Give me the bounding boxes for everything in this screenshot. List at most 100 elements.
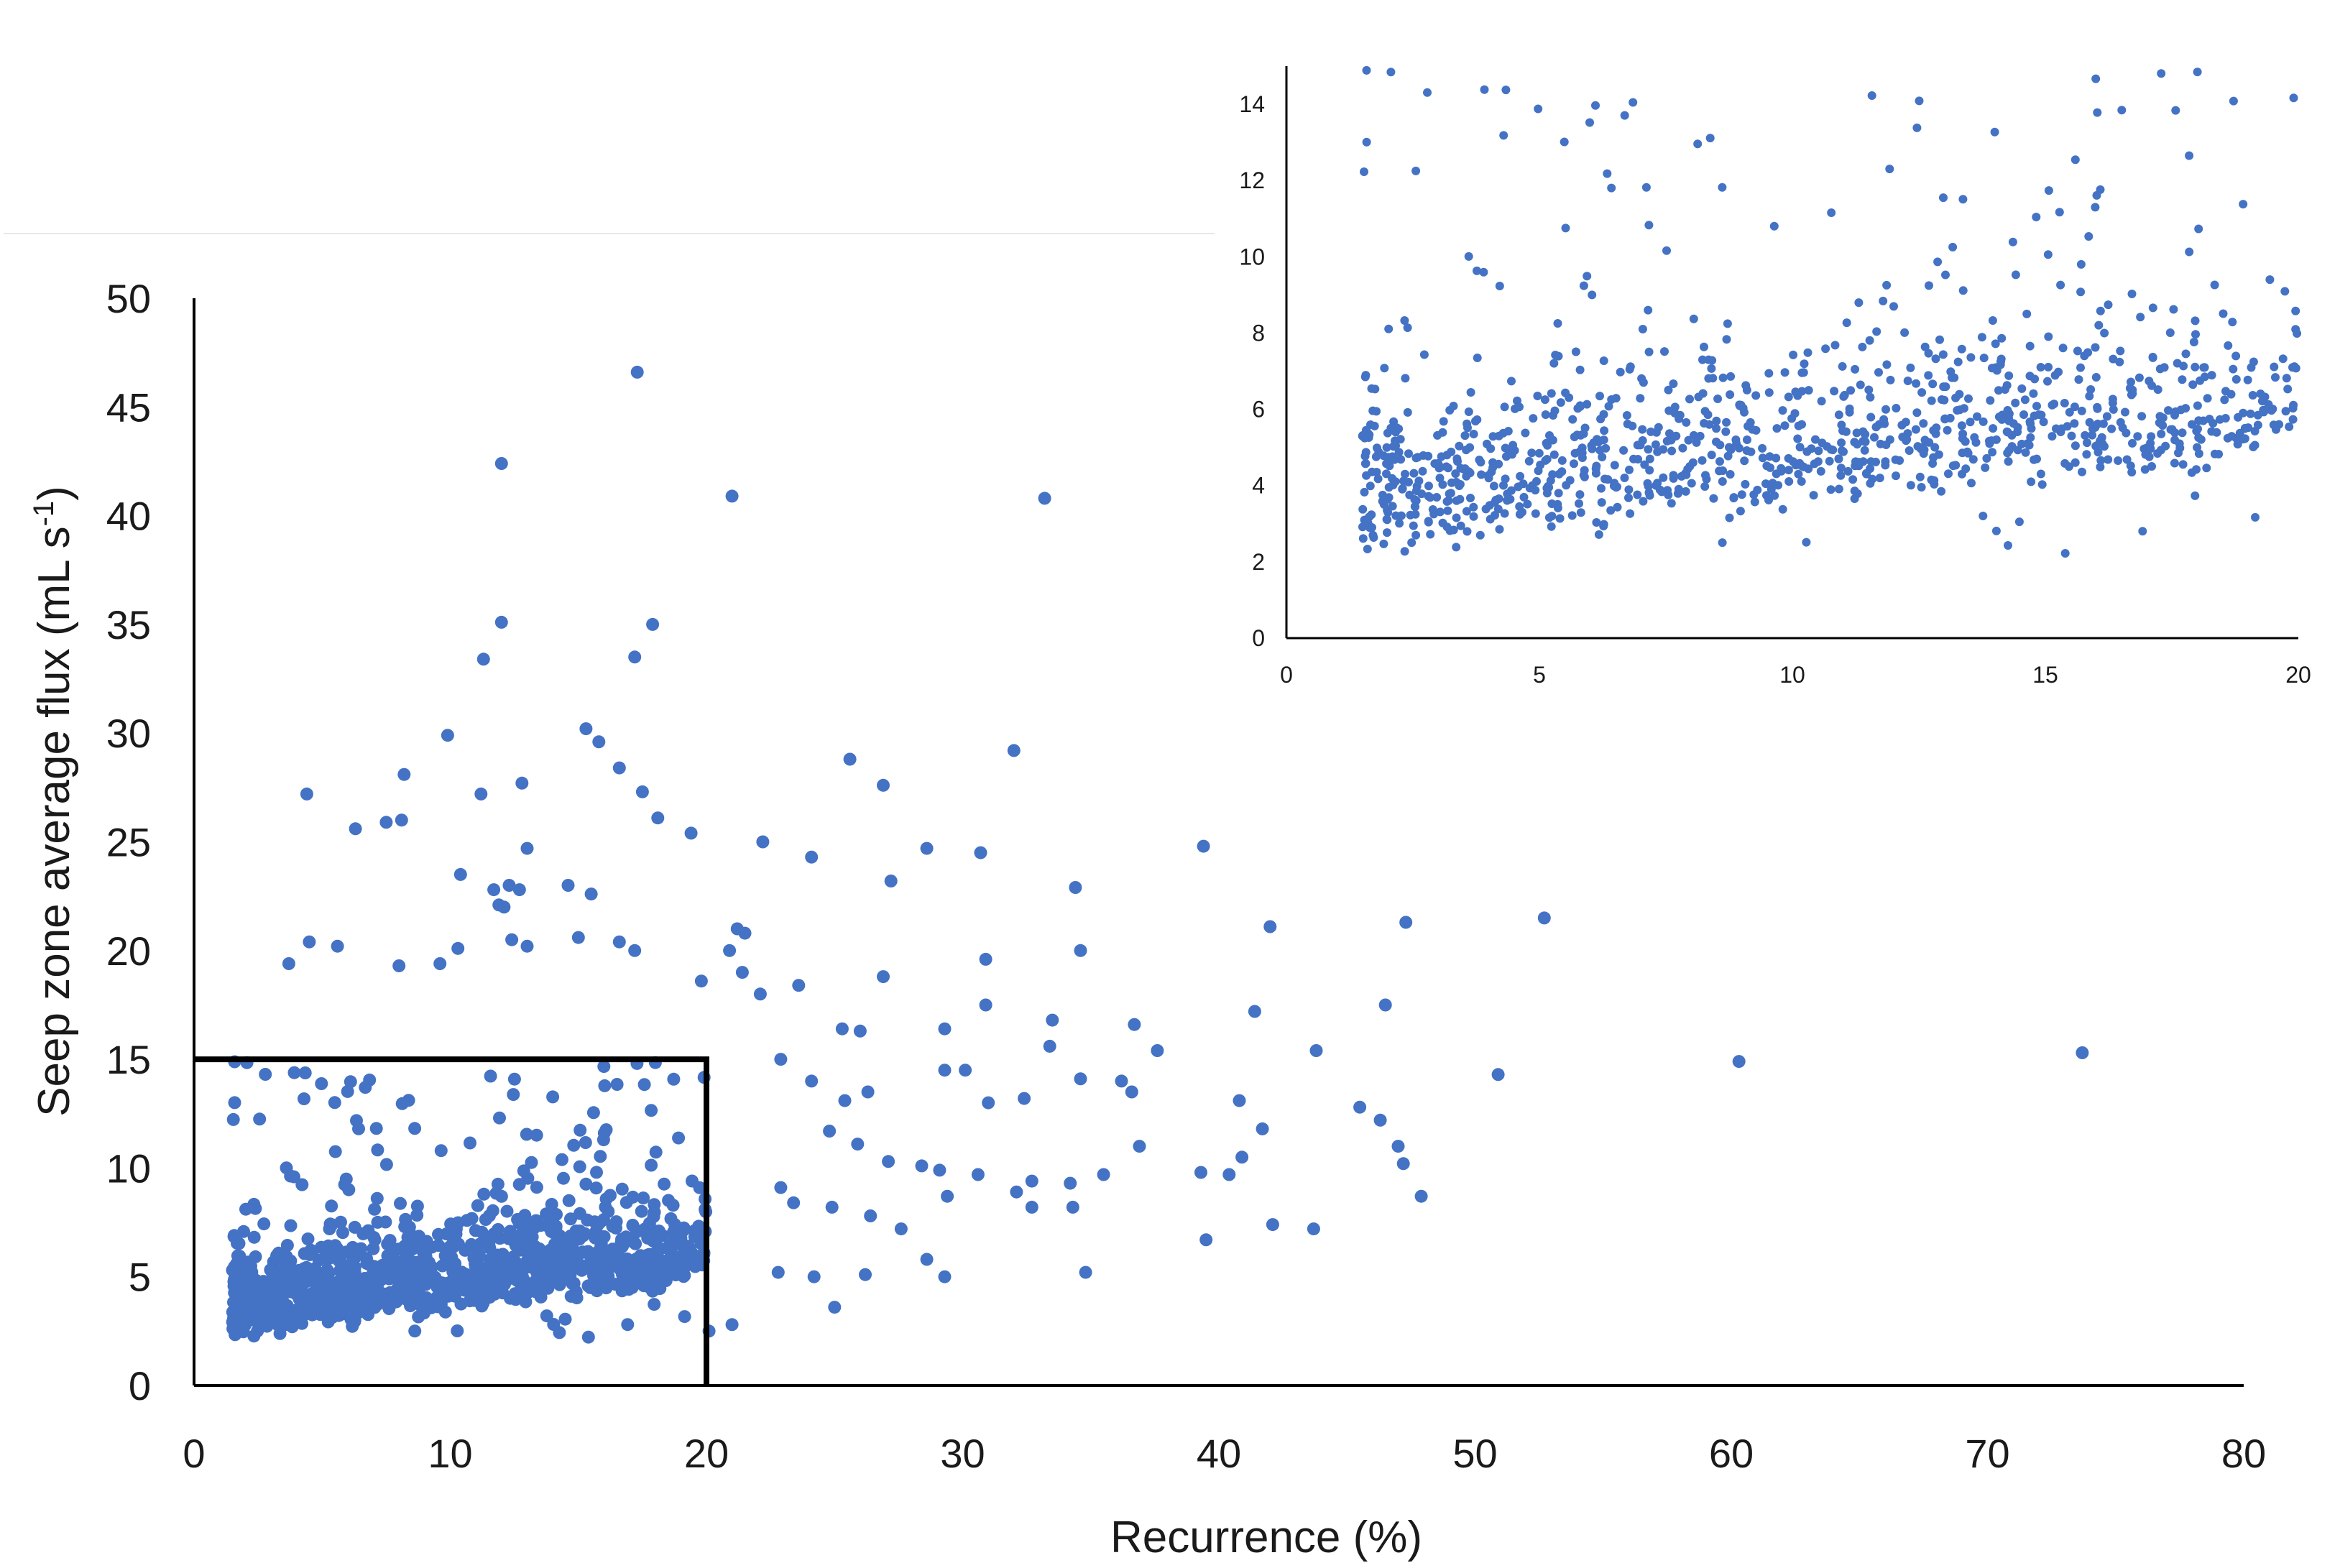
inset-data-point: [1577, 448, 1587, 458]
inset-data-point: [2080, 351, 2089, 361]
inset-data-point: [1712, 416, 1721, 425]
data-point: [441, 729, 454, 742]
inset-data-point: [1848, 475, 1858, 484]
inset-data-point: [1811, 435, 1820, 444]
data-point: [658, 1177, 671, 1191]
inset-data-point: [1637, 374, 1646, 383]
inset-data-point: [1633, 490, 1642, 499]
inset-data-point: [2093, 419, 2102, 428]
data-point: [648, 1205, 661, 1219]
inset-data-point: [1556, 398, 1565, 407]
inset-data-point: [1570, 459, 1578, 469]
inset-data-point: [1826, 485, 1835, 494]
inset-data-point: [2001, 385, 2009, 394]
inset-data-point: [1411, 502, 1420, 512]
inset-data-point: [1742, 446, 1751, 455]
data-point: [787, 1196, 801, 1209]
data-point: [619, 1196, 633, 1209]
inset-data-point: [1834, 484, 1843, 494]
inset-data-point: [1473, 266, 1481, 275]
inset-data-point: [1382, 515, 1391, 524]
inset-data-point: [1613, 502, 1622, 512]
inset-data-point: [1549, 359, 1559, 368]
inset-data-point: [1966, 353, 1976, 362]
inset-data-point: [2104, 300, 2113, 310]
inset-data-point: [1979, 512, 1988, 520]
data-point: [1069, 881, 1082, 894]
inset-data-point: [1930, 443, 1940, 452]
inset-data-point: [2155, 412, 2165, 421]
data-point: [475, 1299, 489, 1313]
inset-data-point: [1382, 469, 1391, 479]
inset-data-point: [1758, 453, 1767, 463]
data-point: [363, 1073, 377, 1087]
inset-data-point: [1917, 388, 1927, 397]
inset-data-point: [2036, 363, 2045, 372]
inset-data-point: [1838, 361, 1847, 371]
inset-data-point: [2153, 449, 2162, 458]
inset-data-point: [1363, 545, 1372, 553]
inset-data-point: [2050, 371, 2060, 380]
inset-data-point: [1644, 305, 1653, 315]
inset-data-point: [1653, 479, 1662, 488]
inset-data-point: [1748, 425, 1757, 434]
inset-data-point: [1917, 483, 1926, 492]
inset-data-point: [2004, 371, 2014, 380]
inset-data-point: [1592, 518, 1601, 527]
data-point: [408, 1122, 422, 1135]
inset-data-point: [2093, 402, 2102, 412]
data-point: [420, 1237, 434, 1251]
inset-data-point: [2153, 385, 2162, 395]
data-point: [792, 979, 806, 992]
inset-data-point: [1664, 385, 1673, 395]
inset-data-point: [2193, 443, 2202, 452]
inset-data-point: [2091, 343, 2100, 352]
inset-data-point: [2181, 404, 2191, 413]
inset-data-point: [1447, 447, 1456, 456]
inset-data-point: [1611, 483, 1621, 492]
y-tick-label: 35: [106, 602, 151, 647]
inset-data-point: [1384, 324, 1394, 333]
inset-data-point: [1682, 418, 1691, 427]
data-point: [300, 787, 313, 801]
inset-data-point: [1575, 490, 1585, 499]
inset-data-point: [1718, 477, 1727, 486]
inset-data-point: [1654, 423, 1663, 432]
inset-data-point: [2084, 232, 2093, 241]
inset-data-point: [1651, 440, 1660, 449]
inset-data-point: [1948, 461, 1958, 471]
data-point: [553, 1326, 566, 1339]
data-point: [348, 1260, 361, 1274]
data-point: [861, 1085, 875, 1099]
inset-data-point: [1462, 471, 1471, 481]
inset-data-point: [1523, 499, 1532, 509]
inset-data-point: [2011, 270, 2020, 280]
data-point: [642, 1248, 656, 1261]
inset-data-point: [2070, 419, 2079, 428]
data-point: [449, 1281, 463, 1295]
inset-data-point: [1591, 464, 1600, 474]
data-point: [410, 1255, 423, 1269]
inset-data-point: [1495, 282, 1504, 290]
inset-data-point: [1864, 385, 1874, 395]
inset-data-point: [2091, 203, 2100, 212]
data-point: [586, 1106, 600, 1120]
inset-data-point: [1593, 435, 1602, 444]
inset-data-point: [2076, 287, 2086, 297]
inset-data-point: [1979, 354, 1989, 363]
inset-data-point: [1515, 402, 1524, 412]
inset-data-point: [1365, 481, 1375, 491]
data-point: [496, 1277, 510, 1291]
data-point: [1256, 1122, 1269, 1135]
data-point: [771, 1265, 785, 1279]
data-point: [310, 1293, 324, 1306]
inset-data-point: [1645, 466, 1654, 475]
inset-data-point: [1645, 454, 1654, 464]
inset-data-point: [1620, 111, 1629, 120]
data-point: [646, 617, 660, 631]
inset-data-point: [1499, 481, 1508, 490]
data-point: [376, 1258, 390, 1272]
inset-data-point: [2063, 422, 2072, 431]
inset-data-point: [1494, 459, 1503, 469]
data-point: [381, 1297, 394, 1311]
